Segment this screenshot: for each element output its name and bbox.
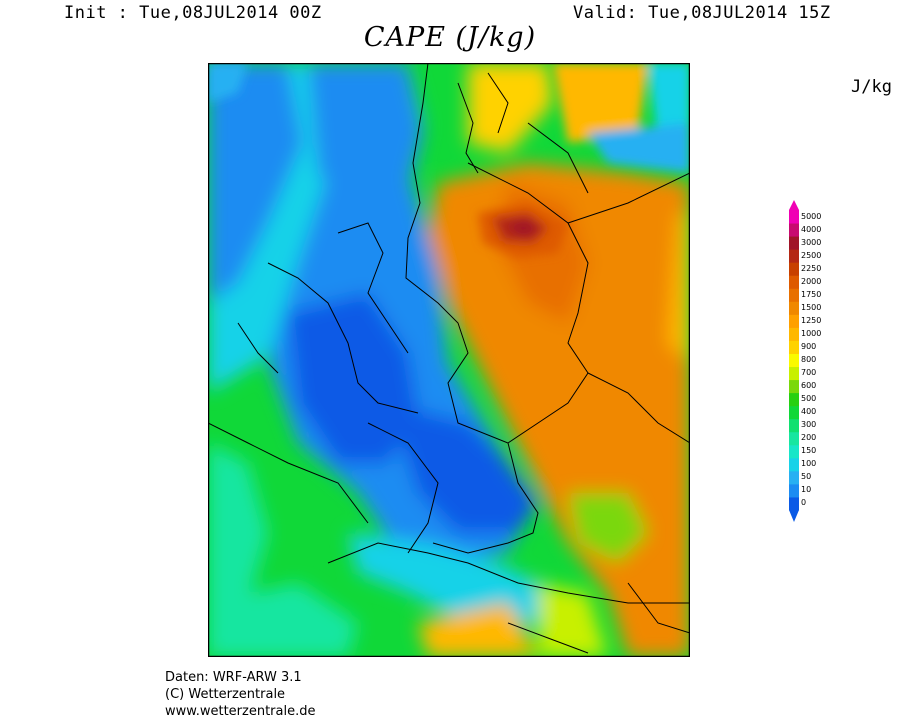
colorbar-swatch xyxy=(789,379,799,394)
colorbar-level-label: 3000 xyxy=(801,237,822,247)
colorbar-swatch xyxy=(789,457,799,472)
footer-credits: Daten: WRF-ARW 3.1 (C) Wetterzentrale ww… xyxy=(165,669,315,720)
colorbar-level-label: 1000 xyxy=(801,328,822,338)
colorbar-swatch xyxy=(789,444,799,459)
colorbar-level-label: 400 xyxy=(801,407,817,417)
colorbar-level-label: 2500 xyxy=(801,250,822,260)
colorbar-swatch xyxy=(789,249,799,263)
cape-map xyxy=(208,63,690,657)
colorbar-level-label: 300 xyxy=(801,420,817,430)
colorbar-level-label: 100 xyxy=(801,459,817,469)
country-borders xyxy=(208,63,690,654)
colorbar-swatch xyxy=(789,340,799,354)
colorbar-swatch xyxy=(789,392,799,407)
colorbar-swatch xyxy=(789,405,799,420)
colorbar-swatch xyxy=(789,301,799,315)
colorbar-swatch xyxy=(789,314,799,328)
valid-time-label: Valid: Tue,08JUL2014 15Z xyxy=(573,3,831,23)
colorbar-swatch xyxy=(789,366,799,381)
colorbar-swatch xyxy=(789,327,799,341)
colorbar-swatch xyxy=(789,353,799,368)
colorbar-bottom-arrow xyxy=(789,510,799,522)
colorbar-level-label: 5000 xyxy=(801,211,822,221)
colorbar-level-label: 4000 xyxy=(801,224,822,234)
colorbar-level-label: 200 xyxy=(801,433,817,443)
colorbar xyxy=(789,200,799,522)
colorbar-swatch xyxy=(789,288,799,302)
colorbar-level-label: 500 xyxy=(801,394,817,404)
map-title: CAPE (J/kg) xyxy=(363,22,537,53)
colorbar-level-label: 0 xyxy=(801,498,807,508)
colorbar-level-label: 1750 xyxy=(801,289,822,299)
colorbar-level-label: 50 xyxy=(801,472,812,482)
colorbar-level-label: 900 xyxy=(801,341,817,351)
colorbar-swatch xyxy=(789,483,799,498)
colorbar-swatch xyxy=(789,223,799,237)
footer-model: Daten: WRF-ARW 3.1 xyxy=(165,670,302,685)
colorbar-level-label: 1250 xyxy=(801,315,822,325)
colorbar-level-label: 600 xyxy=(801,381,817,391)
colorbar-swatch xyxy=(789,418,799,433)
colorbar-swatch xyxy=(789,210,799,224)
init-time-label: Init : Tue,08JUL2014 00Z xyxy=(64,3,322,23)
colorbar-swatch xyxy=(789,275,799,289)
colorbar-swatch xyxy=(789,496,799,511)
footer-copyright: (C) Wetterzentrale xyxy=(165,687,286,702)
colorbar-level-label: 700 xyxy=(801,368,817,378)
colorbar-level-label: 10 xyxy=(801,485,812,495)
footer-website: www.wetterzentrale.de xyxy=(165,704,316,719)
colorbar-swatch xyxy=(789,431,799,446)
colorbar-level-label: 1500 xyxy=(801,302,822,312)
colorbar-swatch xyxy=(789,470,799,485)
colorbar-top-arrow xyxy=(789,200,799,210)
colorbar-swatch xyxy=(789,262,799,276)
colorbar-level-label: 150 xyxy=(801,446,817,456)
unit-label: J/kg xyxy=(851,77,892,97)
colorbar-swatch xyxy=(789,236,799,250)
colorbar-level-label: 2250 xyxy=(801,263,822,273)
colorbar-level-label: 2000 xyxy=(801,276,822,286)
colorbar-level-label: 800 xyxy=(801,355,817,364)
cape-field xyxy=(208,63,690,657)
